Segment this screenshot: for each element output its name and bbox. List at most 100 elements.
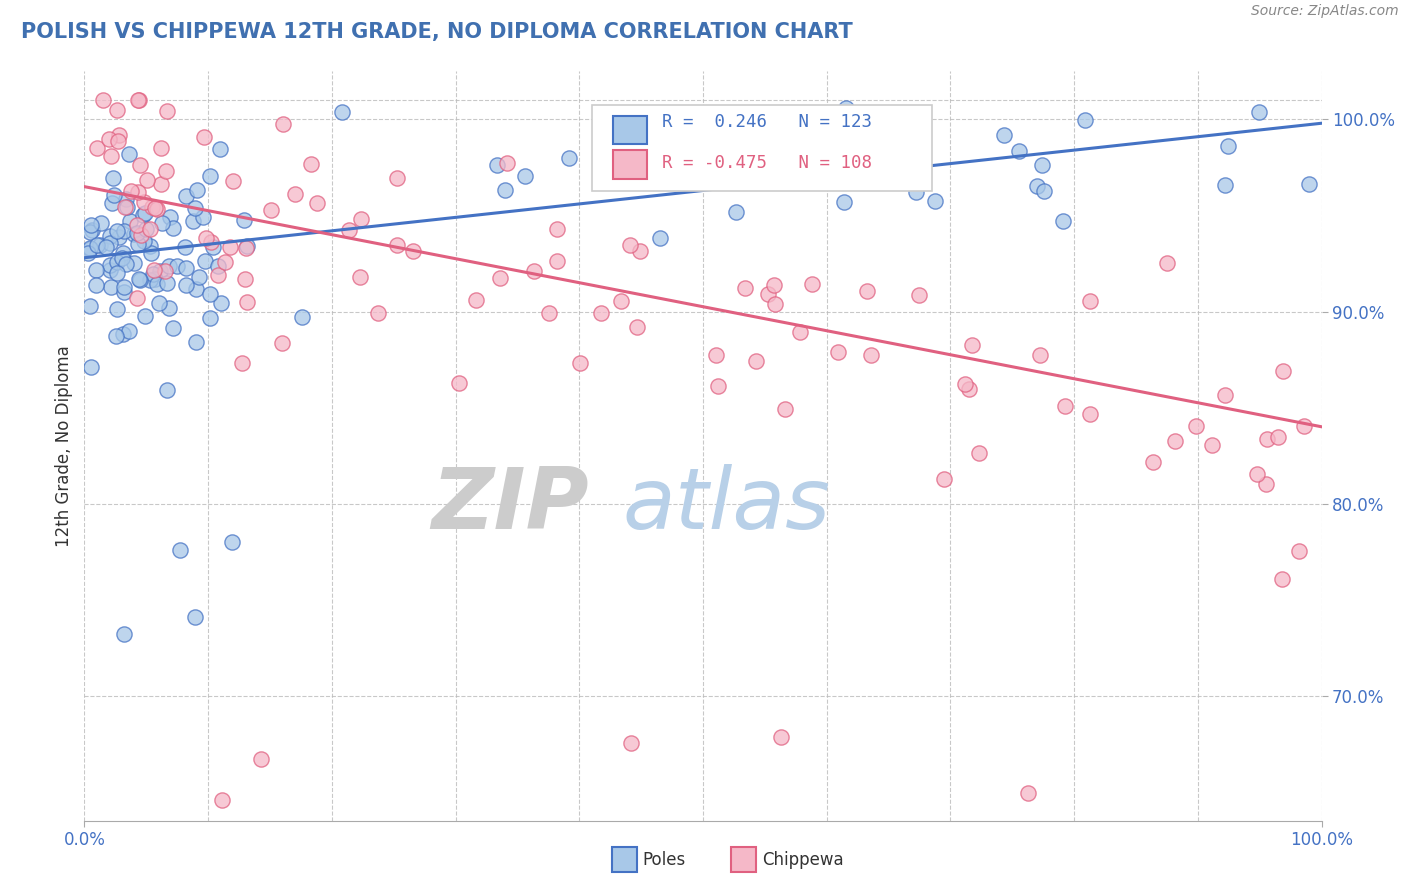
Point [84, 277, 107, 292]
Point [174, 277, 197, 292]
Point [101, 171, 124, 186]
Point [112, 285, 135, 300]
Point [523, 264, 546, 278]
Point [1213, 387, 1236, 401]
Point [924, 194, 946, 208]
Point [86, 141, 108, 155]
Point [129, 273, 152, 287]
Point [1267, 430, 1289, 444]
Point [1288, 544, 1310, 558]
Point [214, 254, 236, 268]
Point [1078, 407, 1101, 421]
Point [134, 205, 156, 219]
Point [260, 203, 283, 218]
Point [628, 244, 651, 258]
Point [128, 93, 150, 107]
Point [80, 359, 103, 374]
Point [127, 93, 149, 107]
Point [222, 174, 245, 188]
Point [136, 173, 159, 187]
Point [107, 302, 129, 317]
Point [1164, 434, 1187, 448]
Point [143, 201, 166, 215]
Point [763, 296, 786, 310]
Point [307, 195, 329, 210]
Point [112, 245, 135, 260]
Point [145, 202, 167, 216]
Point [962, 337, 984, 351]
Point [132, 234, 155, 248]
Point [734, 168, 756, 182]
Point [1052, 214, 1074, 228]
Point [96, 240, 118, 254]
Point [271, 117, 294, 131]
Point [186, 183, 208, 197]
Point [513, 169, 536, 183]
Text: Poles: Poles [643, 851, 686, 869]
Point [349, 269, 371, 284]
FancyBboxPatch shape [613, 116, 647, 144]
Point [100, 279, 122, 293]
Point [143, 272, 166, 286]
FancyBboxPatch shape [613, 150, 647, 178]
Text: Source: ZipAtlas.com: Source: ZipAtlas.com [1251, 4, 1399, 19]
Point [122, 227, 145, 241]
Point [207, 268, 229, 282]
Point [704, 348, 727, 362]
Point [118, 146, 141, 161]
Point [1029, 348, 1052, 362]
Point [79, 242, 101, 256]
Point [496, 155, 519, 169]
Point [1272, 363, 1295, 377]
Point [198, 169, 221, 183]
Point [173, 240, 195, 254]
Point [1298, 177, 1320, 191]
Point [1031, 158, 1053, 172]
Point [330, 104, 353, 119]
Point [139, 239, 162, 253]
Point [135, 221, 157, 235]
Point [932, 472, 955, 486]
Point [112, 627, 135, 641]
Point [488, 270, 510, 285]
Point [122, 256, 145, 270]
Point [79, 241, 101, 255]
Point [725, 205, 748, 219]
Point [538, 306, 561, 320]
Point [1078, 293, 1101, 308]
Point [834, 101, 856, 115]
Point [100, 196, 122, 211]
Point [112, 224, 135, 238]
Text: atlas: atlas [623, 465, 831, 548]
Point [485, 158, 508, 172]
Point [201, 240, 224, 254]
Point [193, 210, 215, 224]
Point [1294, 419, 1316, 434]
Point [107, 134, 129, 148]
Point [1254, 476, 1277, 491]
Point [619, 237, 641, 252]
Point [1201, 438, 1223, 452]
Point [120, 184, 142, 198]
Point [108, 128, 131, 142]
Point [183, 214, 205, 228]
Point [1156, 255, 1178, 269]
Point [905, 185, 928, 199]
Point [770, 730, 793, 744]
Point [159, 301, 181, 315]
Point [157, 259, 180, 273]
Point [789, 325, 811, 339]
Point [134, 194, 156, 209]
Point [1073, 113, 1095, 128]
Text: ZIP: ZIP [430, 465, 589, 548]
Point [249, 752, 271, 766]
Point [141, 200, 163, 214]
Point [111, 327, 134, 342]
Point [176, 189, 198, 203]
Point [546, 253, 568, 268]
Text: Chippewa: Chippewa [762, 851, 844, 869]
Point [84, 262, 107, 277]
Point [120, 213, 142, 227]
Point [198, 286, 221, 301]
Point [111, 252, 134, 266]
